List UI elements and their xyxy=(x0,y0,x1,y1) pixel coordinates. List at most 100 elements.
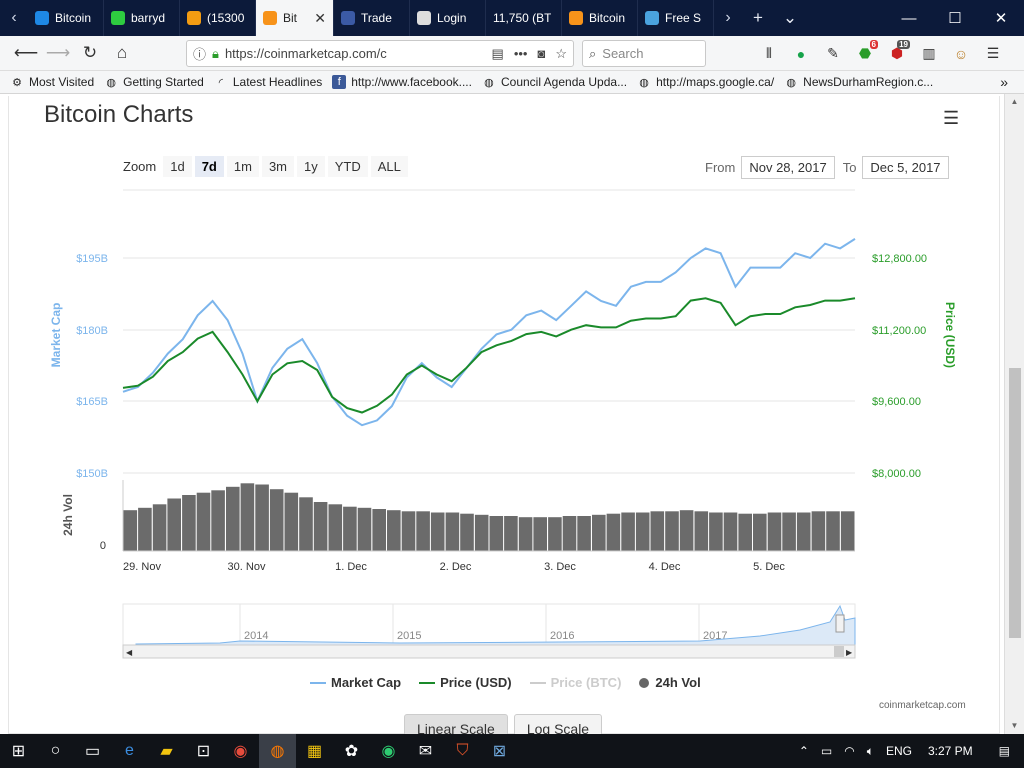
from-label: From xyxy=(705,160,736,175)
tab-1[interactable]: barryd xyxy=(104,0,180,36)
from-date-input[interactable]: Nov 28, 2017 xyxy=(741,156,835,179)
reload-icon[interactable]: ↻ xyxy=(82,43,98,62)
paint-icon[interactable]: ✿ xyxy=(344,743,359,760)
pocket-icon[interactable]: ◙ xyxy=(537,46,546,61)
tab-7[interactable]: Bitcoin xyxy=(562,0,638,36)
tab-scroll-right-icon[interactable]: › xyxy=(725,9,731,26)
minimize-icon[interactable]: — xyxy=(901,9,917,27)
start-icon[interactable]: ⊞ xyxy=(11,743,26,760)
tab-5[interactable]: Login xyxy=(410,0,486,36)
adblock-icon[interactable]: ⬢ 19 xyxy=(890,40,910,61)
zoom-button-3m[interactable]: 3m xyxy=(261,156,294,177)
chart-credit[interactable]: coinmarketcap.com xyxy=(879,700,966,711)
browser-tab-bar: ‹ Bitcoin barryd (15300 Bit ✕ Trade Login 11,75… xyxy=(0,0,1024,36)
eyedropper-icon[interactable]: ✎ xyxy=(827,45,839,61)
scroll-down-icon[interactable]: ▼ xyxy=(1010,721,1019,730)
page-actions-icon[interactable]: ••• xyxy=(513,46,528,61)
language-indicator[interactable]: ENG xyxy=(885,744,912,758)
task-view-icon[interactable]: ▭ xyxy=(84,743,101,760)
globe-app-icon[interactable]: ◉ xyxy=(381,743,396,760)
volume-bar xyxy=(635,512,650,551)
battery-icon[interactable]: ▭ xyxy=(820,744,833,758)
mail-icon[interactable]: ✉ xyxy=(418,743,433,760)
left-axis-tick: $150B xyxy=(76,468,108,480)
volume-icon[interactable]: 🔈︎ xyxy=(866,743,874,758)
new-tab-icon[interactable]: + xyxy=(753,8,763,27)
close-tab-icon[interactable]: ✕ xyxy=(314,9,326,26)
close-window-icon[interactable]: ✕ xyxy=(994,10,1008,27)
tab-8[interactable]: Free S xyxy=(638,0,714,36)
edge-icon[interactable]: e xyxy=(125,742,134,759)
back-icon[interactable]: ⟵ xyxy=(13,43,39,62)
volume-bar xyxy=(401,511,416,551)
legend-item[interactable]: 24h Vol xyxy=(639,675,701,690)
action-center-icon[interactable]: ▤ xyxy=(998,744,1010,758)
firefox-icon[interactable]: ◍ xyxy=(259,734,296,768)
tab-4[interactable]: Trade xyxy=(334,0,410,36)
zoom-button-ytd[interactable]: YTD xyxy=(327,156,368,177)
tab-label: Bit xyxy=(283,11,298,25)
globe-icon: ◍ xyxy=(639,76,649,89)
tab-list-chevron-icon[interactable]: ⌄ xyxy=(782,8,798,27)
grammarly-icon[interactable]: ● xyxy=(796,45,806,62)
app-icon[interactable]: ⊠ xyxy=(492,743,507,760)
chrome-icon[interactable]: ◉ xyxy=(233,743,248,760)
bookmark-item[interactable]: ◍ http://maps.google.ca/ xyxy=(637,75,774,89)
url-text[interactable]: https://coinmarketcap.com/c xyxy=(224,46,387,61)
file-explorer-icon[interactable]: ▰ xyxy=(160,743,173,760)
extension-icon[interactable]: ⬣ 6 xyxy=(858,40,878,61)
calculator-icon[interactable]: ▦ xyxy=(306,743,323,760)
tab-6[interactable]: 11,750 (BT xyxy=(486,0,562,36)
zoom-button-1m[interactable]: 1m xyxy=(226,156,259,177)
zoom-button-all[interactable]: ALL xyxy=(370,156,408,177)
url-bar[interactable]: ⓘ 🔒︎ https://coinmarketcap.com/c ▤ ••• ◙… xyxy=(186,40,574,67)
library-icon[interactable]: ⫴ xyxy=(766,45,772,61)
store-icon[interactable]: ⊡ xyxy=(196,743,211,760)
tab-3[interactable]: Bit ✕ xyxy=(256,0,334,36)
hamburger-menu-icon[interactable]: ☰ xyxy=(986,45,1000,61)
monkey-icon[interactable]: ☺ xyxy=(953,45,969,62)
tab-2[interactable]: (15300 xyxy=(180,0,256,36)
sidebar-icon[interactable]: ▥ xyxy=(922,45,936,61)
network-icon[interactable]: ◠ xyxy=(844,744,855,758)
bookmark-item[interactable]: ◍ NewsDurhamRegion.c... xyxy=(784,75,933,89)
legend-item[interactable]: Price (BTC) xyxy=(529,675,621,690)
volume-bar xyxy=(284,492,299,551)
cortana-icon[interactable]: ○ xyxy=(50,742,61,759)
bookmark-star-icon[interactable]: ☆ xyxy=(555,45,567,61)
lock-icon: 🔒︎ xyxy=(212,45,219,61)
bookmark-item[interactable]: ⚙ Most Visited xyxy=(10,75,94,89)
zoom-button-1y[interactable]: 1y xyxy=(297,156,325,177)
clock[interactable]: 3:27 PM xyxy=(927,744,973,758)
forward-icon[interactable]: ⟶ xyxy=(45,43,71,62)
to-date-input[interactable]: Dec 5, 2017 xyxy=(862,156,949,179)
brave-icon[interactable]: ⛉ xyxy=(456,742,469,759)
volume-bar xyxy=(138,507,152,551)
market-cap-line xyxy=(122,238,856,427)
legend-item[interactable]: Price (USD) xyxy=(419,675,512,690)
bookmark-item[interactable]: ◜ Latest Headlines xyxy=(214,75,323,89)
tab-0[interactable]: Bitcoin xyxy=(28,0,104,36)
scroll-up-icon[interactable]: ▲ xyxy=(1010,97,1019,106)
info-icon[interactable]: ⓘ xyxy=(193,47,207,62)
tab-scroll-left-icon[interactable]: ‹ xyxy=(11,9,17,26)
home-icon[interactable]: ⌂ xyxy=(116,43,128,62)
reader-view-icon[interactable]: ▤ xyxy=(491,45,504,61)
page-scrollbar[interactable]: ▲ ▼ xyxy=(1004,94,1024,734)
scroll-thumb[interactable] xyxy=(1009,368,1021,638)
x-axis-tick: 5. Dec xyxy=(753,561,785,573)
bookmark-item[interactable]: f http://www.facebook.... xyxy=(332,75,472,89)
search-input[interactable]: ⌕ Search xyxy=(582,40,706,67)
bookmarks-overflow-icon[interactable]: » xyxy=(1000,74,1008,90)
bookmark-item[interactable]: ◍ Council Agenda Upda... xyxy=(482,75,627,89)
chart-menu-icon[interactable]: ☰ xyxy=(943,108,960,128)
bookmark-item[interactable]: ◍ Getting Started xyxy=(104,75,204,89)
zoom-button-7d[interactable]: 7d xyxy=(194,156,224,177)
maximize-icon[interactable]: ☐ xyxy=(948,10,962,27)
zoom-button-1d[interactable]: 1d xyxy=(163,156,192,177)
globe-icon: ◍ xyxy=(106,76,116,89)
legend-item[interactable]: Market Cap xyxy=(310,675,401,690)
navigator-series xyxy=(135,604,856,647)
tray-chevron-icon[interactable]: ⌃ xyxy=(798,744,809,758)
